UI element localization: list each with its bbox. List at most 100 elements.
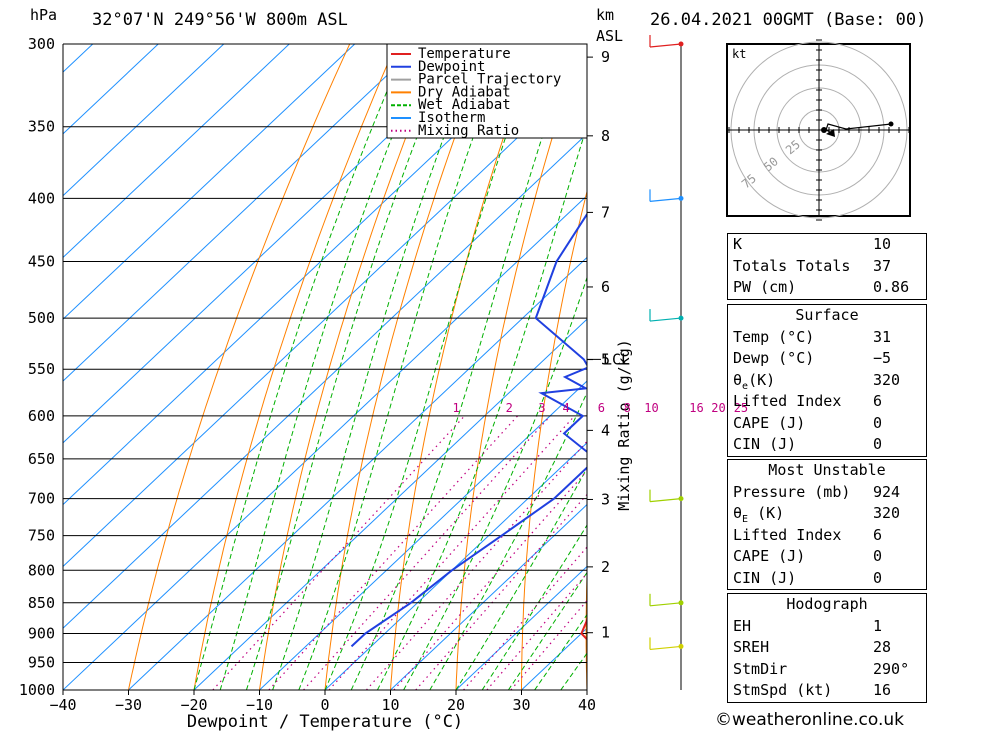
copyright-link[interactable]: ©weatheronline.co.uk — [715, 710, 905, 730]
mixing-ratio-line — [303, 415, 551, 690]
dewpoint-line — [350, 163, 587, 648]
surface-title: Surface — [795, 306, 859, 324]
mu-theta-label: θE (K) — [733, 504, 785, 525]
isotherm-line — [63, 44, 290, 259]
x-tick-label: −20 — [180, 696, 207, 714]
storm-motion-marker — [826, 129, 835, 137]
hodo-stmspd-label: StmSpd (kt) — [733, 681, 833, 699]
pressure-tick-label: 350 — [28, 118, 55, 136]
mixing-ratio-label: 16 — [689, 401, 703, 415]
legend-label: Isotherm — [418, 110, 485, 126]
surface-li-label: Lifted Index — [733, 392, 842, 410]
pressure-tick-label: 900 — [28, 624, 55, 642]
isotherm-line — [63, 44, 487, 444]
isotherm-line — [63, 44, 159, 135]
pressure-tick-label: 500 — [28, 309, 55, 327]
isotherm-line — [63, 194, 587, 690]
mu-cape-label: CAPE (J) — [733, 547, 806, 565]
x-tick-label: −40 — [49, 696, 76, 714]
mixing-ratio-label: 20 — [711, 401, 725, 415]
isotherm-line — [63, 44, 356, 320]
isotherm-line — [324, 442, 587, 690]
pressure-tick-label: 400 — [28, 189, 55, 207]
hodograph-endpoint — [888, 121, 894, 127]
mixing-ratio-labels: 1 2 3 4 6 8 10 16 20 25 — [453, 401, 749, 415]
wet-adiabat-line — [507, 571, 587, 690]
isobars — [63, 43, 587, 691]
dry-adiabat-line — [988, 44, 1000, 690]
x-tick-label: 10 — [381, 696, 399, 714]
mixing-ratio-label: 25 — [734, 401, 748, 415]
wet-adiabat-line — [376, 124, 587, 690]
wind-barb-staff — [649, 197, 682, 202]
height-tick-label: 7 — [601, 203, 610, 221]
mixing-ratio-label: 4 — [563, 401, 570, 415]
x-tick-label: 20 — [447, 696, 465, 714]
lcl-label: LCL — [603, 350, 630, 368]
mu-cin-label: CIN (J) — [733, 568, 797, 587]
height-tick-label: 2 — [601, 558, 610, 576]
index-k-value: 10 — [873, 235, 892, 253]
wet-adiabat-line — [534, 613, 587, 690]
x-axis-title: Dewpoint / Temperature (°C) — [187, 712, 463, 732]
sounding-datetime: 26.04.2021 00GMT (Base: 00) — [650, 10, 927, 30]
isotherm-line — [63, 133, 587, 629]
hodograph-trace — [825, 123, 892, 134]
hodograph-unit-label: kt — [732, 47, 746, 61]
wet-adiabat-line — [429, 391, 587, 690]
height-tick-label: 9 — [601, 48, 610, 66]
legend-label: Temperature — [418, 46, 511, 62]
pressure-tick-label: 600 — [28, 407, 55, 425]
dry-adiabat-line — [649, 44, 722, 690]
mixing-ratio-label: 6 — [598, 401, 605, 415]
mu-cin-value: 0 — [873, 568, 883, 587]
isotherm-line — [63, 44, 552, 506]
pressure-tick-label: 450 — [28, 253, 55, 271]
surface-table: Surface Temp (°C) 31 Dewp (°C) −5 θe(K) 320… — [727, 304, 927, 457]
x-tick-label: −10 — [246, 696, 273, 714]
mixing-ratio-label: 3 — [538, 401, 545, 415]
mixing-ratio-label: 8 — [624, 401, 631, 415]
height-unit-asl: ASL — [596, 27, 624, 45]
index-tt-label: Totals Totals — [733, 256, 851, 275]
mixing-ratio-line — [268, 415, 519, 690]
legend-label: Dry Adiabat — [418, 84, 511, 100]
hodograph-table-title: Hodograph — [728, 593, 926, 616]
surface-dewp-value: −5 — [873, 349, 892, 367]
height-tick-label: 8 — [601, 127, 610, 145]
surface-theta-value: 320 — [873, 370, 901, 389]
surface-theta-label: θe(K) — [733, 370, 776, 392]
surface-cape-label: CAPE (J) — [733, 413, 806, 432]
mixing-ratio-line — [212, 415, 465, 690]
height-tick-label: 6 — [601, 278, 610, 296]
surface-cin-label: CIN (J) — [733, 435, 797, 453]
hodo-stmdir-value: 290° — [873, 659, 910, 678]
wind-barb-staff — [649, 498, 682, 503]
hodo-eh-label: EH — [733, 616, 752, 635]
x-tick-label: 40 — [578, 696, 596, 714]
isotherm-line — [63, 44, 421, 382]
index-k-label: K — [733, 235, 743, 253]
pressure-tick-label: 850 — [28, 594, 55, 612]
mu-theta-value: 320 — [873, 504, 901, 522]
isotherm-line — [63, 44, 225, 197]
station-location: 32°07'N 249°56'W 800m ASL — [92, 10, 348, 30]
legend-label: Dewpoint — [418, 59, 485, 75]
height-tick-label: 5 — [601, 351, 610, 369]
mu-cape-value: 0 — [873, 547, 883, 565]
hodograph-table: Hodograph EH 1 SREH 28 StmDir 290° StmSpd (… — [727, 593, 927, 703]
index-pw-value: 0.86 — [873, 278, 910, 296]
hodo-eh-value: 1 — [873, 616, 883, 635]
mixing-ratio-label: 1 — [453, 401, 460, 415]
most-unstable-title: Most Unstable — [728, 459, 926, 482]
mixing-ratio-axis-title: Mixing Ratio (g/kg) — [615, 339, 633, 511]
wind-profile — [649, 35, 684, 690]
surface-cin-value: 0 — [873, 435, 883, 453]
dry-adiabat-line — [128, 44, 351, 690]
pressure-tick-label: 1000 — [19, 681, 55, 699]
pressure-unit-label: hPa — [30, 6, 58, 24]
height-unit-km: km — [596, 6, 615, 24]
